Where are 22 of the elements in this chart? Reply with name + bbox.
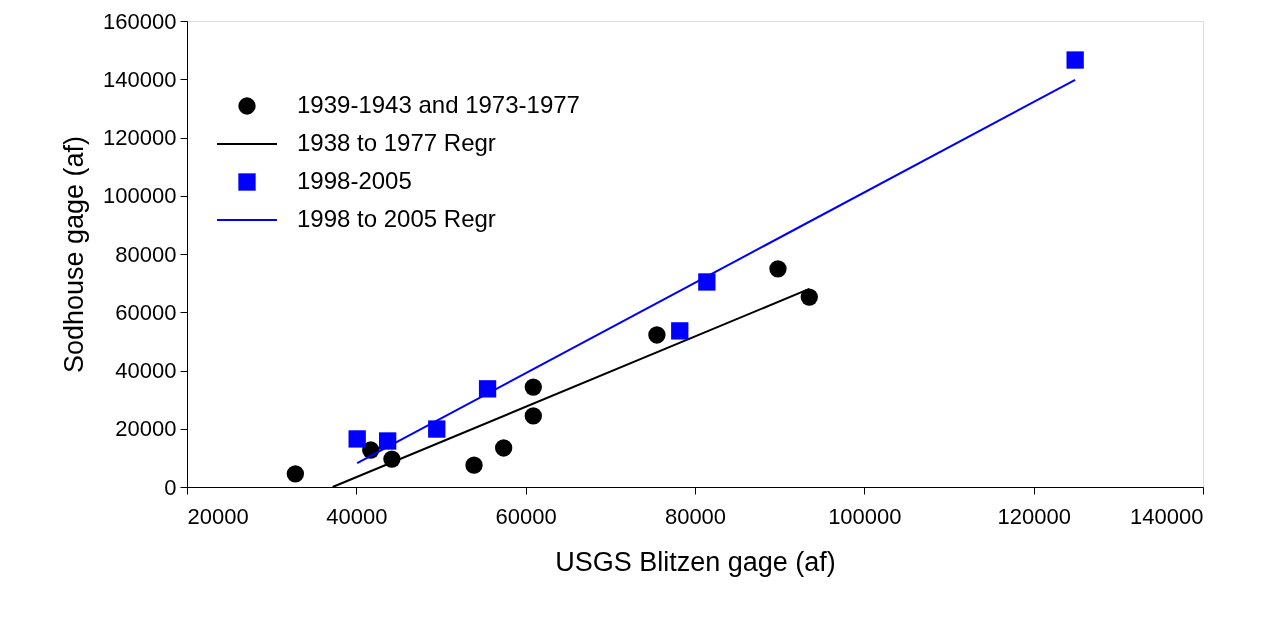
- y-tick-label: 120000: [103, 125, 177, 150]
- x-axis-title: USGS Blitzen gage (af): [555, 546, 836, 577]
- x-tick-label: 40000: [326, 503, 388, 529]
- y-tick-label: 80000: [115, 241, 177, 267]
- x-tick-label: 100000: [828, 503, 902, 529]
- x-tick-label: 140000: [1130, 503, 1204, 529]
- y-axis-title: Sodhouse gage (af): [59, 135, 90, 374]
- y-tick-label: 160000: [103, 8, 177, 34]
- y-tick-label: 100000: [103, 183, 177, 209]
- legend-label: 1938 to 1977 Regr: [297, 129, 496, 156]
- x-tick-label: 60000: [495, 503, 557, 529]
- y-tick-label: 140000: [103, 66, 177, 92]
- x-tick-label: 120000: [997, 503, 1071, 529]
- y-tick-label: 0: [164, 474, 177, 500]
- y-tick-label: 40000: [115, 358, 177, 383]
- y-tick-label: 20000: [115, 416, 177, 442]
- legend-label: 1998 to 2005 Regr: [297, 205, 496, 232]
- legend-label: 1939-1943 and 1973-1977: [297, 91, 580, 118]
- legend-label: 1998-2005: [297, 167, 412, 194]
- x-tick-label: 20000: [187, 503, 249, 529]
- y-tick-label: 60000: [115, 299, 177, 325]
- x-tick-label: 80000: [664, 503, 727, 529]
